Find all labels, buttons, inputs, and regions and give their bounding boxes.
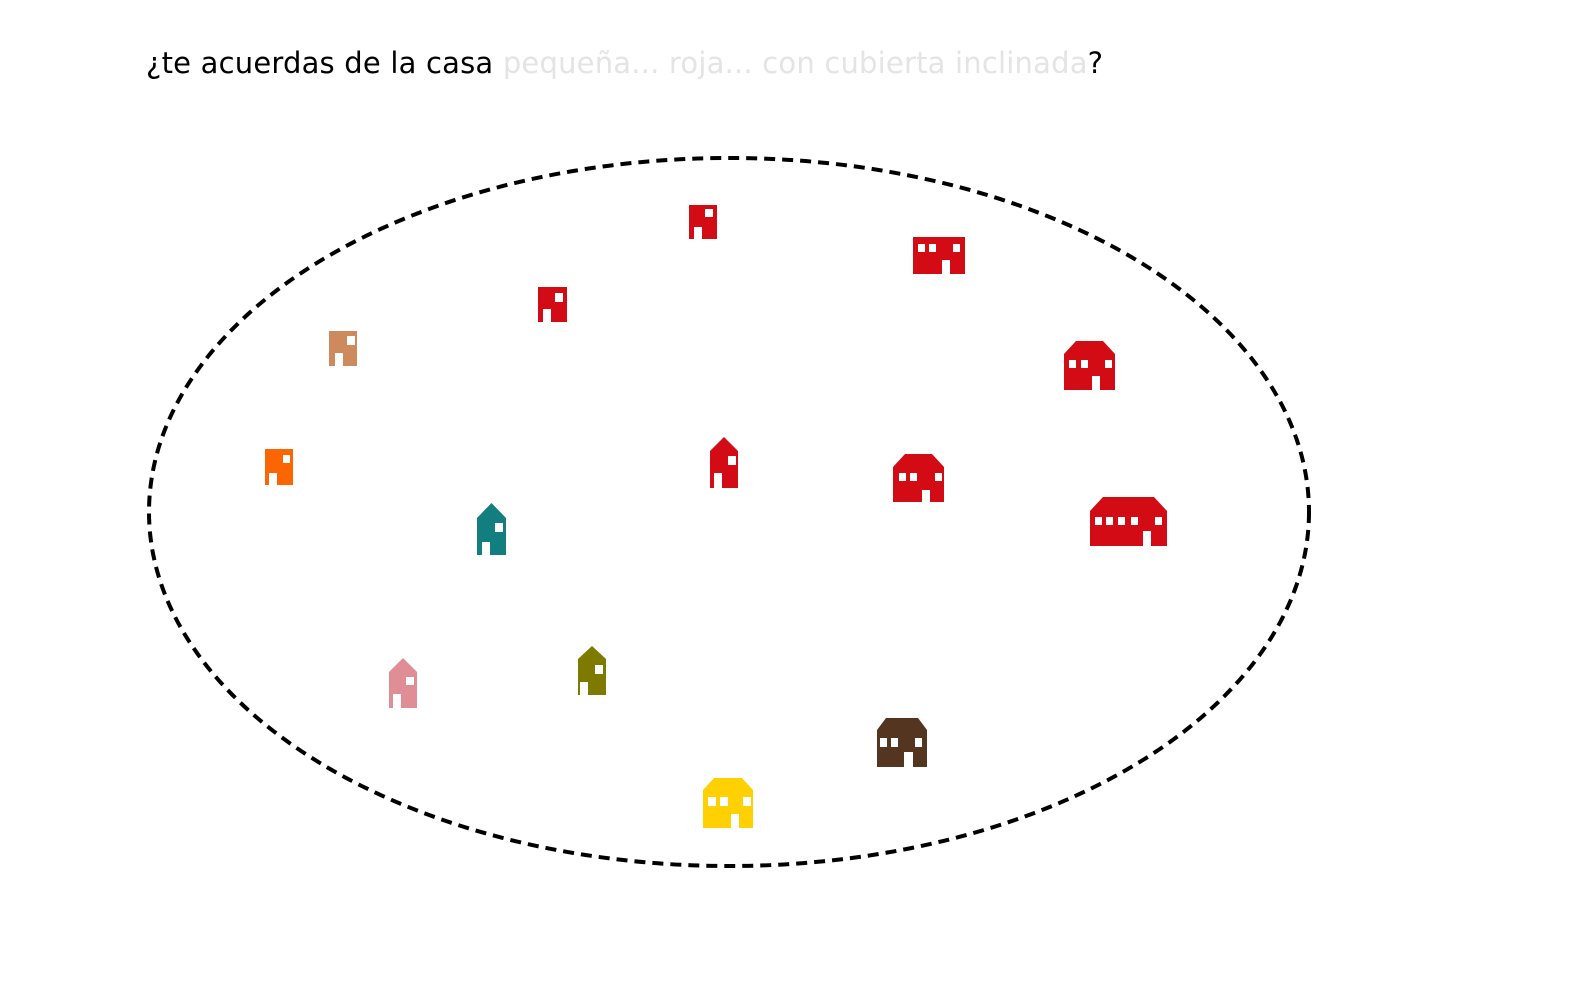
house-door xyxy=(694,227,702,239)
house-window xyxy=(1105,360,1112,368)
house-door xyxy=(1092,376,1100,390)
house-window xyxy=(935,473,942,481)
house-roja-ancha-plana[interactable] xyxy=(913,237,965,274)
house-window xyxy=(728,456,736,465)
house-window xyxy=(495,523,503,532)
question-title-hint: pequeña... roja... con cubierta inclinad… xyxy=(502,46,1088,80)
house-window xyxy=(595,665,603,674)
house-window xyxy=(708,797,716,806)
house-window xyxy=(1095,517,1102,525)
house-window xyxy=(1118,517,1125,525)
house-roof-hipped xyxy=(877,718,927,730)
house-door xyxy=(714,473,722,488)
question-title: ¿te acuerdas de la casa pequeña... roja.… xyxy=(146,46,1103,80)
house-door xyxy=(922,490,930,502)
house-window xyxy=(910,473,917,481)
house-door xyxy=(904,752,913,767)
house-door xyxy=(543,309,551,322)
house-marron-tejado[interactable] xyxy=(877,718,927,767)
house-rosa-inclinada[interactable] xyxy=(389,658,417,708)
house-window xyxy=(1131,517,1138,525)
house-body xyxy=(703,790,753,828)
house-roja-arriba-derecha[interactable] xyxy=(1064,341,1115,390)
house-roja-mediana[interactable] xyxy=(893,454,944,502)
house-window xyxy=(899,473,906,481)
house-oliva-inclinada[interactable] xyxy=(578,646,606,695)
house-roof-hipped xyxy=(703,778,753,790)
question-title-prefix: ¿te acuerdas de la casa xyxy=(146,46,503,80)
house-body xyxy=(538,287,567,322)
house-door xyxy=(269,473,277,485)
house-roof-pointed xyxy=(710,437,738,451)
house-window xyxy=(880,738,887,747)
house-door xyxy=(731,814,739,828)
house-window xyxy=(347,336,355,345)
house-roof-hipped xyxy=(893,454,944,467)
house-window xyxy=(891,738,898,747)
house-window xyxy=(1155,517,1162,525)
house-window xyxy=(953,244,960,252)
house-body xyxy=(877,730,927,767)
house-canela-plana[interactable] xyxy=(329,331,357,366)
house-window xyxy=(555,293,563,302)
house-naranja-plana[interactable] xyxy=(265,449,293,485)
house-roof-hipped xyxy=(1064,341,1115,354)
house-window xyxy=(918,244,925,252)
house-roja-grande[interactable] xyxy=(1090,497,1167,546)
house-window xyxy=(720,797,728,806)
house-window xyxy=(743,797,751,806)
house-roof-hipped xyxy=(1090,497,1167,511)
house-window xyxy=(1106,517,1113,525)
house-window xyxy=(929,244,936,252)
house-window xyxy=(1069,360,1076,368)
house-body xyxy=(1090,511,1167,546)
house-window xyxy=(283,455,290,463)
question-mark: ? xyxy=(1087,46,1104,80)
house-amarilla-tejado[interactable] xyxy=(703,778,753,828)
house-body xyxy=(893,467,944,502)
house-door xyxy=(580,682,588,695)
house-door xyxy=(482,542,490,555)
house-roja-plana-2[interactable] xyxy=(538,287,567,322)
house-body xyxy=(913,237,965,274)
house-window xyxy=(915,738,922,747)
house-door xyxy=(393,694,401,708)
house-roof-pointed xyxy=(477,503,506,518)
house-door xyxy=(335,353,343,366)
house-window xyxy=(406,677,414,685)
house-window xyxy=(1081,360,1088,368)
house-roof-pointed xyxy=(389,658,417,672)
house-roja-inclinada[interactable] xyxy=(710,437,738,488)
houses-region-ellipse xyxy=(147,156,1311,868)
house-door xyxy=(1143,531,1151,546)
house-window xyxy=(705,209,713,217)
house-door xyxy=(942,260,950,274)
house-turquesa-inclinada[interactable] xyxy=(477,503,506,555)
house-roja-plana-1[interactable] xyxy=(689,205,717,239)
house-body xyxy=(1064,354,1115,390)
house-roof-pointed xyxy=(578,646,606,659)
